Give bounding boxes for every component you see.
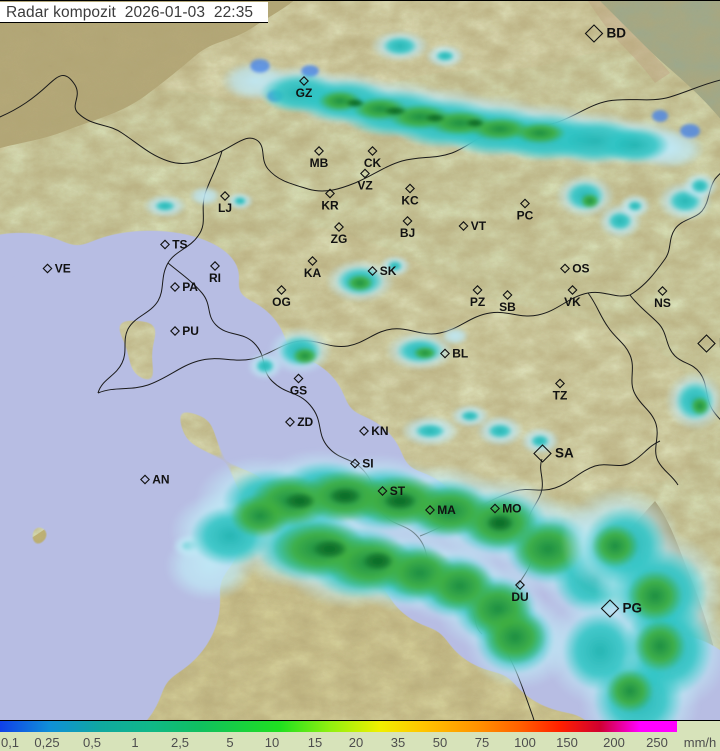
svg-text:PC: PC xyxy=(517,209,534,223)
svg-text:VE: VE xyxy=(55,262,71,276)
svg-text:CK: CK xyxy=(364,156,382,170)
svg-text:LJ: LJ xyxy=(218,201,232,215)
svg-text:GS: GS xyxy=(290,384,307,398)
svg-text:KC: KC xyxy=(401,194,419,208)
svg-text:ST: ST xyxy=(390,484,406,498)
svg-text:ZG: ZG xyxy=(331,232,348,246)
svg-text:MA: MA xyxy=(437,503,456,517)
svg-text:BD: BD xyxy=(607,26,627,41)
svg-text:DU: DU xyxy=(511,590,528,604)
svg-text:VT: VT xyxy=(471,219,487,233)
svg-text:BJ: BJ xyxy=(400,226,415,240)
svg-text:RI: RI xyxy=(209,271,221,285)
svg-text:VZ: VZ xyxy=(357,179,372,193)
svg-text:SA: SA xyxy=(555,446,574,461)
svg-text:PG: PG xyxy=(623,601,643,616)
svg-text:KN: KN xyxy=(371,424,388,438)
svg-text:PA: PA xyxy=(182,280,198,294)
svg-text:AN: AN xyxy=(152,473,169,487)
svg-text:GZ: GZ xyxy=(296,86,313,100)
svg-text:NS: NS xyxy=(654,296,671,310)
svg-text:VK: VK xyxy=(564,295,581,309)
svg-text:MB: MB xyxy=(310,156,329,170)
svg-text:SB: SB xyxy=(499,300,516,314)
svg-text:SI: SI xyxy=(362,457,373,471)
svg-text:PU: PU xyxy=(182,324,199,338)
svg-text:TZ: TZ xyxy=(553,389,568,403)
svg-text:SK: SK xyxy=(380,264,397,278)
svg-text:BL: BL xyxy=(452,347,468,361)
svg-text:OG: OG xyxy=(272,295,291,309)
svg-text:MO: MO xyxy=(502,502,521,516)
svg-text:TS: TS xyxy=(172,238,187,252)
svg-text:PZ: PZ xyxy=(470,295,485,309)
svg-text:OS: OS xyxy=(572,262,589,276)
svg-text:KA: KA xyxy=(304,266,322,280)
svg-text:KR: KR xyxy=(321,199,339,213)
svg-text:ZD: ZD xyxy=(297,415,313,429)
